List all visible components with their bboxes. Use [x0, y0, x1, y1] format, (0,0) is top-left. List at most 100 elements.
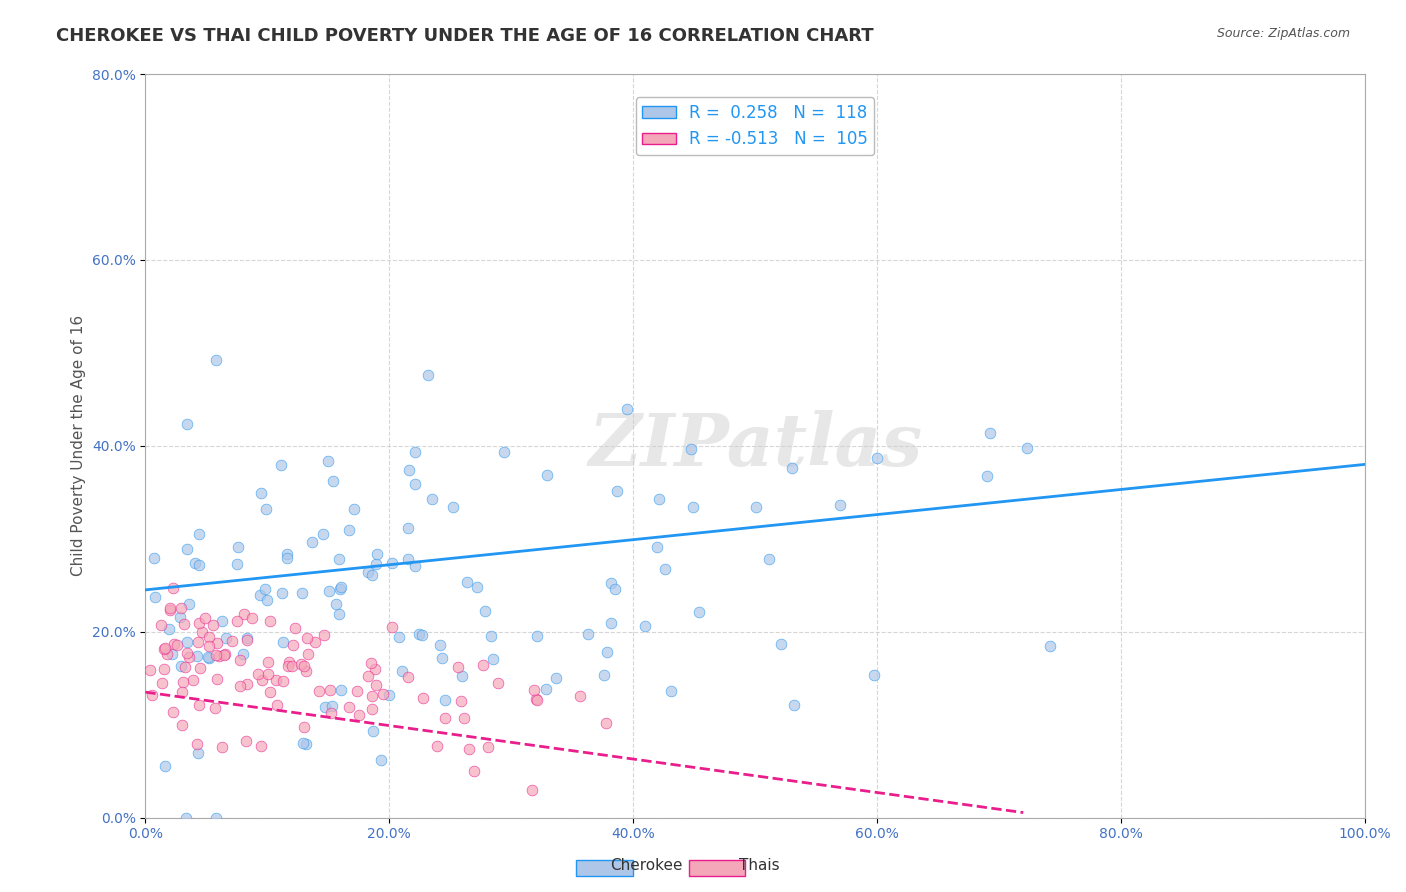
Point [204, 700, 226, 714]
Point [866, 450, 889, 465]
Point [318, 584, 340, 599]
Point [526, 692, 548, 706]
Point [979, 425, 1001, 440]
Point [159, 601, 181, 615]
Point [160, 648, 183, 662]
Point [347, 708, 370, 723]
Point [321, 699, 343, 714]
Point [396, 521, 419, 535]
Point [208, 648, 231, 663]
Point [682, 500, 704, 514]
Point [281, 638, 304, 652]
Point [292, 720, 315, 734]
Point [170, 600, 193, 615]
Point [366, 678, 388, 692]
Point [173, 617, 195, 632]
Point [568, 689, 591, 703]
Point [688, 605, 710, 619]
Point [292, 659, 315, 673]
Point [138, 663, 160, 677]
Point [408, 626, 430, 640]
Point [396, 552, 419, 566]
Point [596, 645, 619, 659]
Point [343, 502, 366, 516]
Point [197, 649, 219, 664]
Point [173, 660, 195, 674]
Point [450, 694, 472, 708]
Point [236, 677, 259, 691]
Point [295, 664, 318, 678]
Point [271, 674, 294, 689]
Point [226, 614, 249, 628]
Point [155, 647, 177, 661]
Point [153, 758, 176, 772]
Point [534, 682, 557, 697]
Point [366, 547, 388, 561]
Point [361, 568, 384, 582]
Point [277, 655, 299, 669]
Point [479, 629, 502, 643]
Point [232, 607, 254, 622]
Point [205, 635, 228, 649]
Point [141, 688, 163, 702]
Point [247, 667, 270, 681]
Point [254, 502, 277, 516]
Point [250, 673, 273, 688]
Point [426, 739, 449, 753]
Point [381, 620, 404, 634]
Point [465, 580, 488, 594]
Point [679, 442, 702, 456]
Point [149, 618, 172, 632]
Point [181, 673, 204, 687]
Point [150, 675, 173, 690]
Point [576, 627, 599, 641]
Point [186, 737, 208, 751]
Point [441, 500, 464, 514]
Point [463, 764, 485, 779]
Point [482, 652, 505, 666]
Point [198, 650, 221, 665]
Point [253, 582, 276, 597]
Point [863, 668, 886, 682]
Point [183, 557, 205, 571]
Point [270, 458, 292, 473]
Point [474, 604, 496, 618]
Text: Cherokee: Cherokee [610, 858, 683, 872]
Point [176, 541, 198, 556]
Point [186, 649, 208, 664]
Point [236, 632, 259, 647]
Point [398, 463, 420, 477]
Point [259, 615, 281, 629]
Point [290, 657, 312, 671]
Point [270, 586, 292, 600]
Point [411, 628, 433, 642]
Point [295, 737, 318, 751]
Point [526, 629, 548, 643]
Point [273, 634, 295, 648]
Point [600, 576, 623, 591]
Point [187, 634, 209, 648]
Point [472, 658, 495, 673]
Point [281, 659, 304, 673]
Point [319, 683, 342, 698]
Point [404, 558, 426, 573]
Point [226, 540, 249, 554]
Point [266, 698, 288, 712]
Point [264, 673, 287, 688]
Point [536, 468, 558, 483]
Point [603, 582, 626, 597]
Point [170, 659, 193, 673]
Point [172, 718, 194, 732]
Point [322, 474, 344, 488]
Point [162, 581, 184, 595]
Point [188, 698, 211, 712]
Point [284, 621, 307, 635]
Point [780, 461, 803, 475]
Point [177, 649, 200, 664]
Legend: R =  0.258   N =  118, R = -0.513   N =  105: R = 0.258 N = 118, R = -0.513 N = 105 [636, 97, 875, 155]
Point [457, 742, 479, 756]
Point [235, 733, 257, 747]
Point [312, 628, 335, 642]
Point [654, 562, 676, 576]
Point [191, 624, 214, 639]
